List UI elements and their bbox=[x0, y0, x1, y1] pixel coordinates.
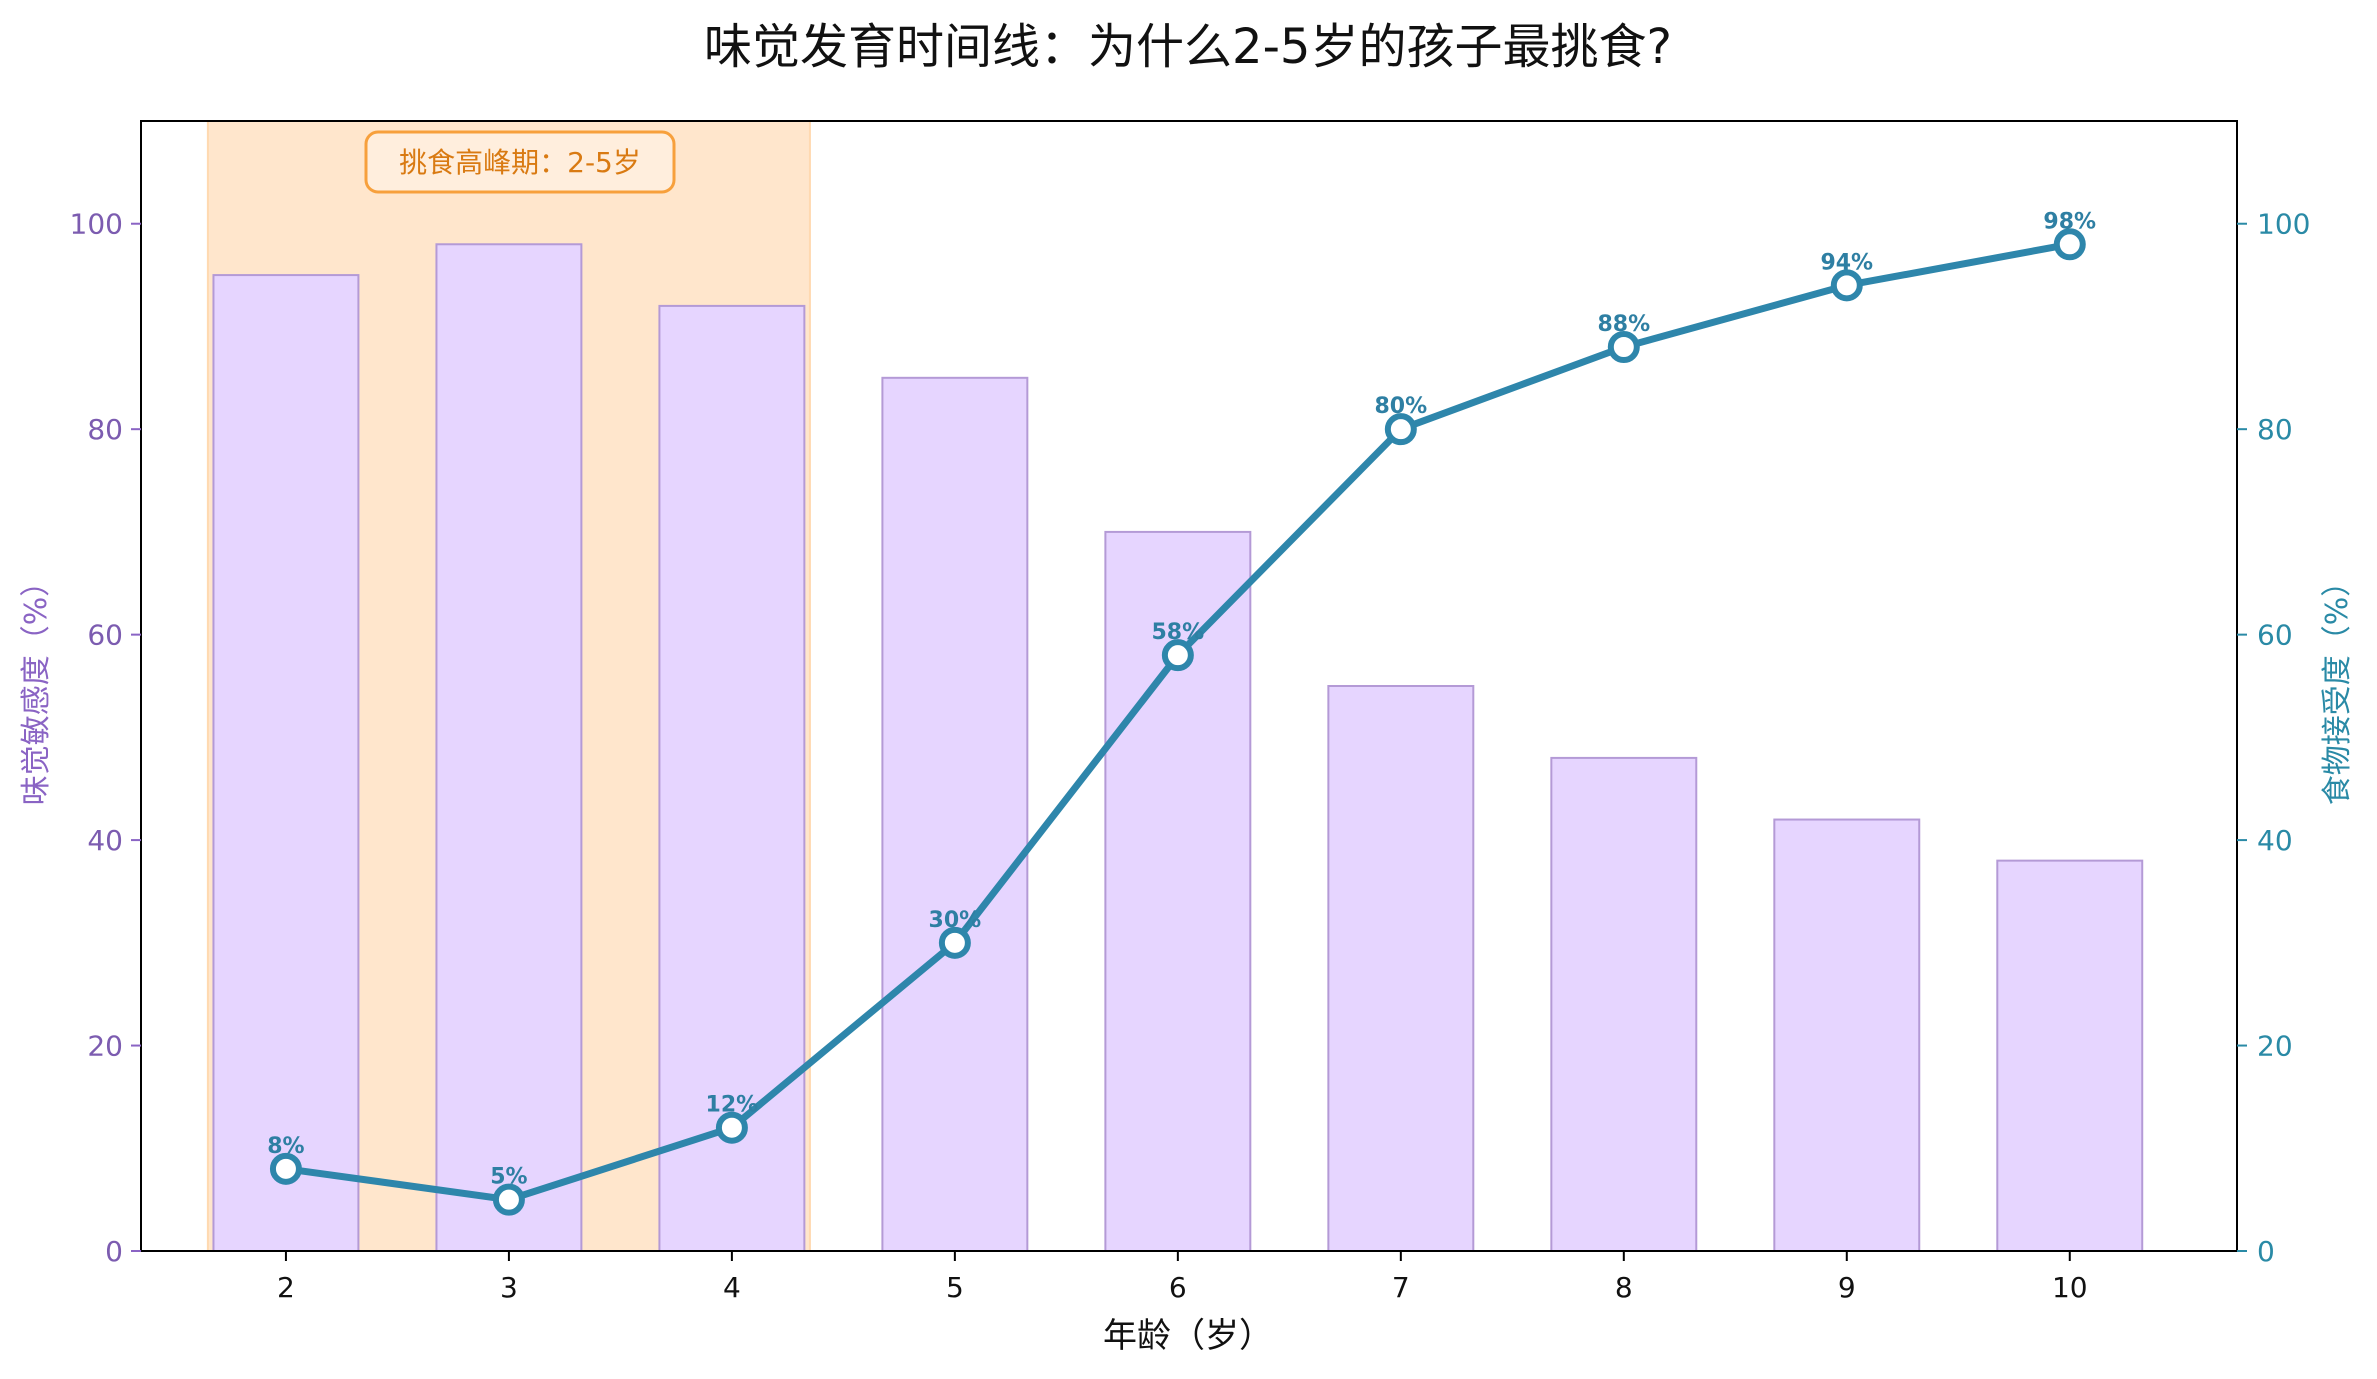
right-axis-label: 食物接受度（%） bbox=[2320, 567, 2355, 806]
right-tick-label: 60 bbox=[2257, 619, 2293, 652]
x-tick-label: 7 bbox=[1392, 1271, 1410, 1304]
bar-age-4 bbox=[658, 304, 806, 1252]
acceptance-data-label: 30% bbox=[929, 908, 982, 933]
acceptance-point-age-3 bbox=[492, 1183, 525, 1216]
acceptance-data-label: 58% bbox=[1152, 620, 1205, 645]
labels-layer: 8% 5% 12% 30% 58% 80% 88% 94% 98% bbox=[267, 209, 2096, 1189]
right-tick-label: 40 bbox=[2257, 824, 2293, 857]
plot-frame bbox=[140, 120, 2238, 1252]
highlight-note-label: 挑食高峰期：2-5岁 bbox=[399, 146, 641, 179]
acceptance-data-label: 8% bbox=[267, 1134, 304, 1159]
acceptance-data-label: 80% bbox=[1374, 394, 1427, 419]
x-tick-label: 5 bbox=[946, 1271, 964, 1304]
x-axis-label: 年龄（岁） bbox=[1103, 1316, 1273, 1356]
highlight-note: 挑食高峰期：2-5岁 bbox=[364, 130, 676, 194]
left-axis-label: 味觉敏感度（%） bbox=[19, 567, 54, 806]
acceptance-data-label: 5% bbox=[490, 1165, 527, 1190]
x-tick-label: 8 bbox=[1615, 1271, 1633, 1304]
acceptance-point-age-4 bbox=[715, 1111, 748, 1144]
acceptance-point-age-2 bbox=[269, 1152, 302, 1185]
bar-age-9 bbox=[1773, 818, 1921, 1253]
points-layer bbox=[269, 228, 2086, 1216]
right-tick-label: 20 bbox=[2257, 1030, 2293, 1063]
x-tick-label: 10 bbox=[2052, 1271, 2088, 1304]
left-axis: 0 20 40 60 80 100 bbox=[70, 208, 141, 1268]
right-tick-label: 100 bbox=[2257, 208, 2310, 241]
left-tick-label: 80 bbox=[87, 413, 123, 446]
acceptance-point-age-10 bbox=[2053, 228, 2086, 261]
x-tick-label: 9 bbox=[1838, 1271, 1856, 1304]
acceptance-data-label: 88% bbox=[1597, 312, 1650, 337]
chart-title: 味觉发育时间线：为什么2-5岁的孩子最挑食? bbox=[704, 19, 1672, 75]
bar-age-7 bbox=[1327, 685, 1475, 1252]
bars-layer bbox=[212, 243, 2144, 1253]
acceptance-point-age-6 bbox=[1161, 639, 1194, 672]
left-tick-label: 40 bbox=[87, 824, 123, 857]
acceptance-point-age-5 bbox=[938, 926, 971, 959]
right-tick-label: 80 bbox=[2257, 413, 2293, 446]
x-tick-label: 6 bbox=[1169, 1271, 1187, 1304]
x-axis: 2 3 4 5 6 7 8 9 10 bbox=[277, 1251, 2088, 1304]
acceptance-data-label: 12% bbox=[706, 1093, 759, 1118]
right-axis: 0 20 40 60 80 100 bbox=[2237, 208, 2310, 1268]
acceptance-point-age-8 bbox=[1607, 331, 1640, 363]
right-tick-label: 0 bbox=[2257, 1235, 2275, 1268]
left-tick-label: 60 bbox=[87, 619, 123, 652]
left-tick-label: 100 bbox=[70, 208, 123, 241]
highlight-note-box bbox=[364, 130, 676, 194]
acceptance-point-age-9 bbox=[1830, 269, 1863, 302]
bar-age-8 bbox=[1550, 756, 1698, 1253]
left-tick-label: 20 bbox=[87, 1030, 123, 1063]
bar-age-2 bbox=[212, 274, 360, 1253]
x-tick-label: 4 bbox=[723, 1271, 741, 1304]
x-tick-label: 3 bbox=[500, 1271, 518, 1304]
bar-age-3 bbox=[435, 243, 583, 1253]
bar-age-10 bbox=[1996, 859, 2144, 1252]
acceptance-data-label: 94% bbox=[1820, 250, 1873, 275]
bar-age-5 bbox=[881, 376, 1029, 1252]
acceptance-point-age-7 bbox=[1384, 413, 1417, 446]
acceptance-data-label: 98% bbox=[2043, 209, 2096, 234]
x-tick-label: 2 bbox=[277, 1271, 295, 1304]
left-tick-label: 0 bbox=[105, 1235, 123, 1268]
